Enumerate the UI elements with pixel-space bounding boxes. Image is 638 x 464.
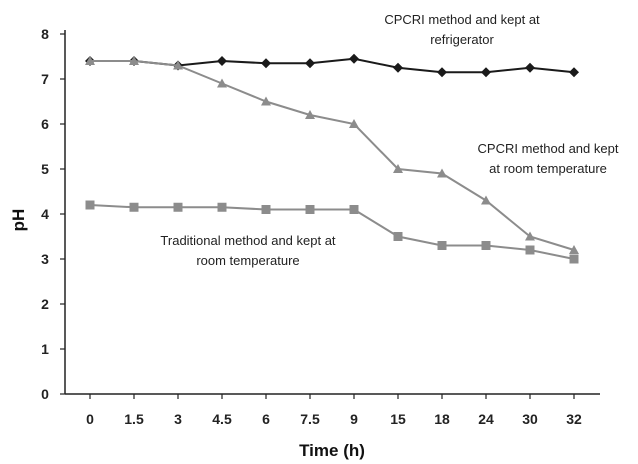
data-point-triangle [437, 168, 447, 178]
x-tick-label: 7.5 [300, 411, 320, 427]
y-axis-title: pH [9, 209, 28, 232]
data-point-triangle [393, 164, 403, 173]
data-point-diamond [261, 58, 271, 69]
y-tick-label: 3 [41, 251, 49, 267]
axes: 0 1 2 3 4 5 6 7 8 0 1.5 3 4.5 6 7.5 9 15 18 24 30 32 [41, 26, 600, 427]
data-point-triangle [305, 110, 315, 119]
series-line [90, 60, 575, 251]
series-1 [85, 53, 579, 78]
x-tick-label: 1.5 [124, 411, 144, 427]
x-tick-label: 15 [390, 411, 406, 427]
data-point-square [349, 205, 359, 214]
x-tick-label: 4.5 [212, 411, 232, 427]
x-tick-label: 32 [566, 411, 582, 427]
x-axis-title: Time (h) [299, 441, 365, 460]
series-layer [85, 53, 579, 264]
series-annotation: CPCRI method and kept at [384, 12, 540, 27]
data-point-square [437, 241, 447, 250]
annotations: CPCRI method and kept at refrigerator CPCR… [160, 12, 618, 268]
x-tick-label: 6 [262, 411, 270, 427]
data-point-square [261, 205, 271, 214]
series-line [89, 204, 575, 260]
data-point-diamond [305, 58, 315, 69]
data-point-square [525, 245, 535, 255]
x-tick-label: 18 [434, 411, 450, 427]
data-point-diamond [393, 62, 403, 73]
data-point-square [173, 202, 183, 212]
y-tick-label: 4 [41, 206, 49, 222]
data-point-triangle [85, 56, 95, 65]
y-tick-label: 6 [41, 116, 49, 132]
data-point-diamond [525, 62, 535, 73]
data-point-triangle [173, 60, 183, 70]
y-tick-label: 5 [41, 161, 49, 177]
x-tick-label: 9 [350, 411, 358, 427]
data-point-triangle [261, 96, 271, 106]
y-tick-label: 7 [41, 71, 49, 87]
series-2 [85, 56, 579, 254]
x-tick-label: 0 [86, 411, 94, 427]
data-point-diamond [481, 67, 491, 78]
data-point-triangle [569, 245, 579, 254]
data-point-square [481, 241, 491, 250]
y-tick-label: 1 [41, 341, 49, 357]
data-point-square [129, 202, 139, 212]
y-tick-label: 2 [41, 296, 49, 312]
x-tick-label: 3 [174, 411, 182, 427]
data-point-square [393, 232, 403, 241]
series-annotation: room temperature [196, 253, 299, 268]
data-point-triangle [217, 78, 227, 88]
data-point-triangle [349, 119, 359, 128]
data-point-diamond [349, 53, 359, 64]
series-annotation: at room temperature [489, 161, 607, 176]
data-point-diamond [437, 67, 447, 78]
data-point-triangle [481, 195, 491, 205]
series-annotation: CPCRI method and kept [478, 141, 619, 156]
series-3 [85, 200, 579, 264]
x-tick-label: 30 [522, 411, 538, 427]
series-line [90, 57, 575, 74]
data-point-square [305, 205, 315, 214]
data-point-triangle [525, 231, 535, 241]
series-annotation: refrigerator [430, 32, 494, 47]
data-point-triangle [129, 56, 139, 65]
series-annotation: Traditional method and kept at [160, 233, 336, 248]
y-tick-label: 0 [41, 386, 49, 402]
data-point-diamond [217, 56, 227, 66]
data-point-square [85, 200, 95, 210]
x-tick-label: 24 [478, 411, 494, 427]
y-tick-label: 8 [41, 26, 49, 42]
data-point-diamond [569, 67, 579, 78]
data-point-square [217, 202, 227, 212]
data-point-square [569, 254, 579, 264]
